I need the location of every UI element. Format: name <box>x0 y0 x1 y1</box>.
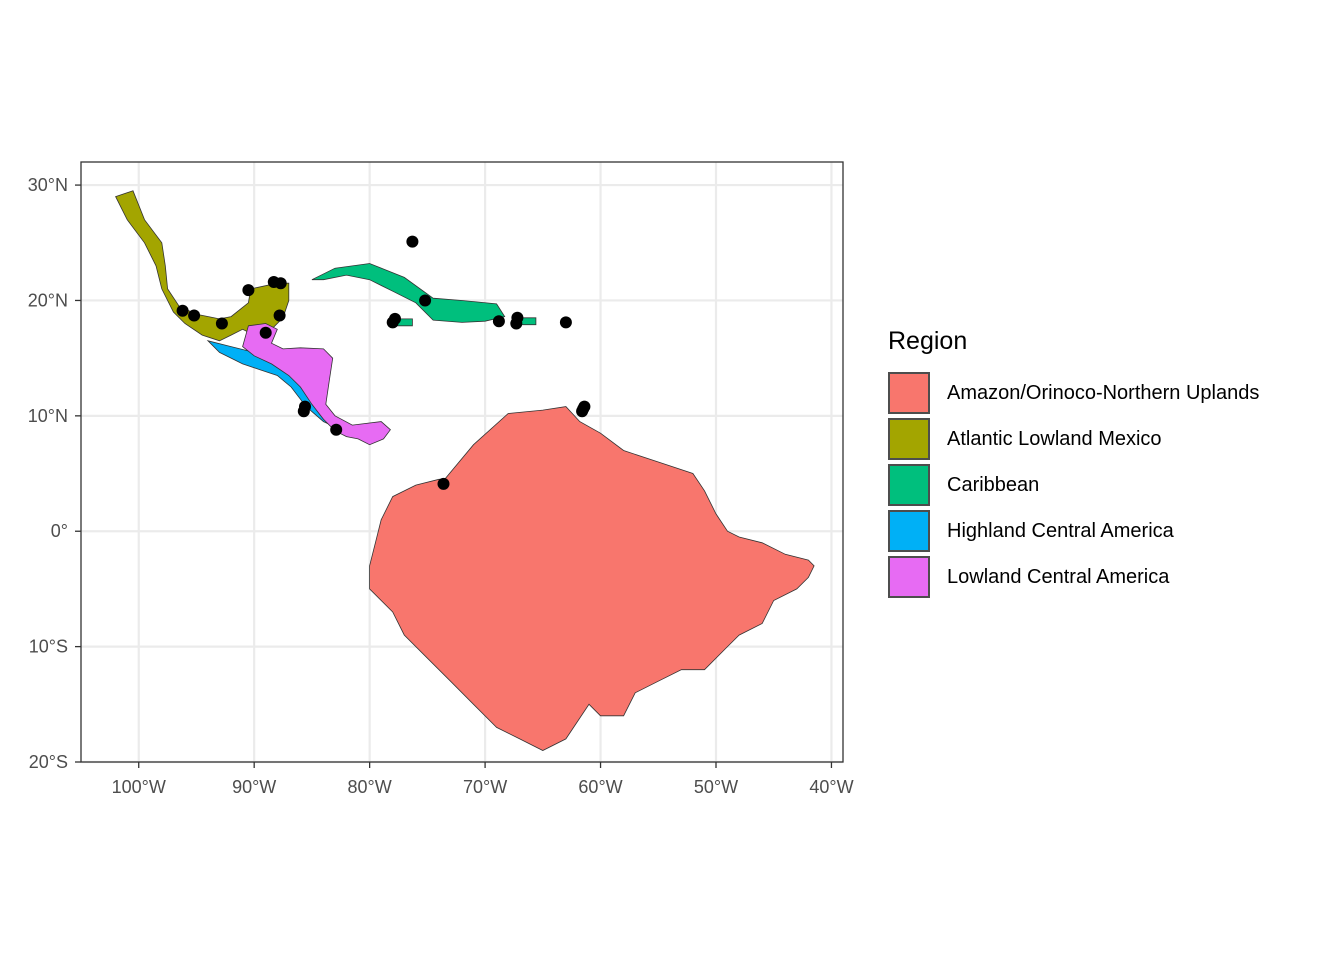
y-tick-label: 20°S <box>29 752 68 772</box>
occurrence-point <box>188 309 201 322</box>
legend-label: Caribbean <box>947 473 1040 496</box>
legend: Region Amazon/Orinoco-Northern Uplands At… <box>888 326 1259 600</box>
x-tick-label: 80°W <box>348 777 392 797</box>
legend-label: Highland Central America <box>947 519 1174 542</box>
occurrence-point <box>242 284 255 297</box>
occurrence-point <box>386 316 399 329</box>
occurrence-point <box>176 304 189 317</box>
occurrence-point <box>406 235 419 248</box>
y-tick-label: 10°S <box>29 637 68 657</box>
x-tick-label: 50°W <box>694 777 738 797</box>
legend-items: Amazon/Orinoco-Northern Uplands Atlantic … <box>888 370 1259 600</box>
y-tick-label: 0° <box>51 521 68 541</box>
legend-swatch <box>888 372 930 414</box>
legend-label: Amazon/Orinoco-Northern Uplands <box>947 381 1260 404</box>
region-polygons <box>115 190 815 751</box>
legend-item: Lowland Central America <box>888 554 1259 600</box>
occurrence-point <box>274 277 287 290</box>
occurrence-point <box>215 317 228 330</box>
occurrence-point <box>297 405 310 418</box>
x-tick-label: 90°W <box>232 777 276 797</box>
occurrence-point <box>330 423 343 436</box>
plot-panel-border <box>80 161 844 763</box>
region-polygon <box>311 263 506 323</box>
y-tick-label: 20°N <box>28 290 68 310</box>
region-polygon <box>369 406 815 751</box>
legend-item: Caribbean <box>888 462 1259 508</box>
occurrence-point <box>419 294 432 307</box>
legend-title: Region <box>888 327 968 355</box>
occurrence-point <box>510 317 523 330</box>
occurrence-point <box>259 326 272 339</box>
occurrence-point <box>559 316 572 329</box>
occurrence-point <box>492 315 505 328</box>
occurrence-points <box>176 235 591 490</box>
x-tick-label: 60°W <box>578 777 622 797</box>
legend-swatch <box>888 464 930 506</box>
legend-swatch <box>888 510 930 552</box>
x-tick-label: 100°W <box>112 777 166 797</box>
occurrence-point <box>576 405 589 418</box>
occurrence-point <box>437 477 450 490</box>
legend-item: Amazon/Orinoco-Northern Uplands <box>888 370 1259 416</box>
legend-swatch <box>888 556 930 598</box>
legend-item: Highland Central America <box>888 508 1259 554</box>
occurrence-point <box>273 309 286 322</box>
region-polygon <box>115 190 290 342</box>
legend-label: Lowland Central America <box>947 565 1170 588</box>
region-polygon <box>242 323 391 446</box>
legend-label: Atlantic Lowland Mexico <box>947 427 1162 450</box>
y-tick-label: 30°N <box>28 175 68 195</box>
y-tick-label: 10°N <box>28 406 68 426</box>
x-tick-label: 70°W <box>463 777 507 797</box>
x-tick-label: 40°W <box>809 777 853 797</box>
legend-item: Atlantic Lowland Mexico <box>888 416 1259 462</box>
legend-swatch <box>888 418 930 460</box>
axes: 100°W 90°W 80°W 70°W 60°W 50°W 40°W 30°N 20°N 10°… <box>28 175 854 797</box>
